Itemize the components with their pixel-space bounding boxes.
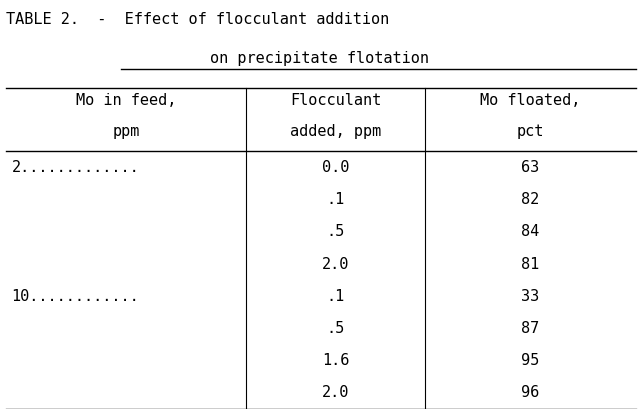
Text: on precipitate flotation: on precipitate flotation <box>210 51 429 66</box>
Text: 87: 87 <box>521 321 539 336</box>
Text: 0.0: 0.0 <box>322 160 349 175</box>
Text: 33: 33 <box>521 289 539 304</box>
Text: .1: .1 <box>327 289 344 304</box>
Text: 1.6: 1.6 <box>322 353 349 368</box>
Text: 2.0: 2.0 <box>322 385 349 400</box>
Text: .5: .5 <box>327 225 344 239</box>
Text: pct: pct <box>517 124 544 139</box>
Text: .5: .5 <box>327 321 344 336</box>
Text: 95: 95 <box>521 353 539 368</box>
Text: 10............: 10............ <box>12 289 139 304</box>
Text: 82: 82 <box>521 192 539 207</box>
Text: added, ppm: added, ppm <box>290 124 381 139</box>
Text: 96: 96 <box>521 385 539 400</box>
Text: 84: 84 <box>521 225 539 239</box>
Text: 2.............: 2............. <box>12 160 139 175</box>
Text: 81: 81 <box>521 256 539 272</box>
Text: Mo floated,: Mo floated, <box>480 93 581 108</box>
Text: Mo in feed,: Mo in feed, <box>76 93 176 108</box>
Text: .1: .1 <box>327 192 344 207</box>
Text: 2.0: 2.0 <box>322 256 349 272</box>
Text: 63: 63 <box>521 160 539 175</box>
Text: Flocculant: Flocculant <box>290 93 381 108</box>
Text: ppm: ppm <box>112 124 140 139</box>
Text: TABLE 2.  -  Effect of flocculant addition: TABLE 2. - Effect of flocculant addition <box>6 12 390 27</box>
